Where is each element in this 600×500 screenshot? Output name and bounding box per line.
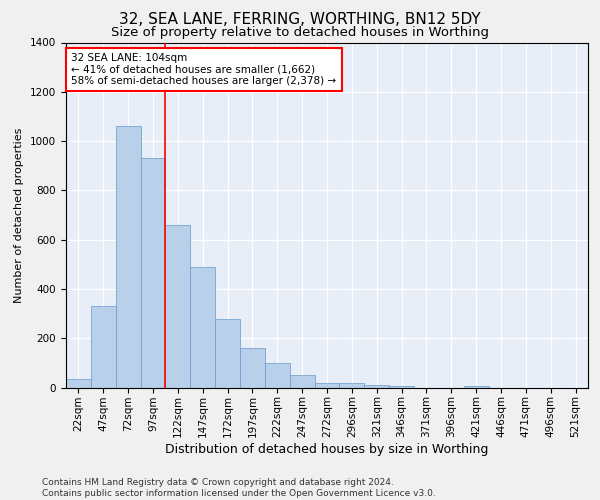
Text: 32 SEA LANE: 104sqm
← 41% of detached houses are smaller (1,662)
58% of semi-det: 32 SEA LANE: 104sqm ← 41% of detached ho… (71, 53, 337, 86)
Text: 32, SEA LANE, FERRING, WORTHING, BN12 5DY: 32, SEA LANE, FERRING, WORTHING, BN12 5D… (119, 12, 481, 28)
Bar (290, 375, 314, 388)
Text: Size of property relative to detached houses in Worthing: Size of property relative to detached ho… (111, 26, 489, 39)
Bar (265, 363, 290, 388)
Bar (91, 306, 116, 388)
Bar (340, 382, 364, 388)
Bar (389, 386, 414, 388)
X-axis label: Distribution of detached houses by size in Worthing: Distribution of detached houses by size … (166, 443, 488, 456)
Bar (215, 318, 240, 388)
Bar (66, 379, 91, 388)
Bar (240, 348, 265, 388)
Y-axis label: Number of detached properties: Number of detached properties (14, 128, 25, 302)
Bar (464, 386, 488, 388)
Text: Contains HM Land Registry data © Crown copyright and database right 2024.
Contai: Contains HM Land Registry data © Crown c… (42, 478, 436, 498)
Bar (314, 382, 340, 388)
Bar (140, 158, 166, 388)
Bar (116, 126, 140, 388)
Bar (166, 225, 190, 388)
Bar (190, 267, 215, 388)
Bar (364, 385, 389, 388)
